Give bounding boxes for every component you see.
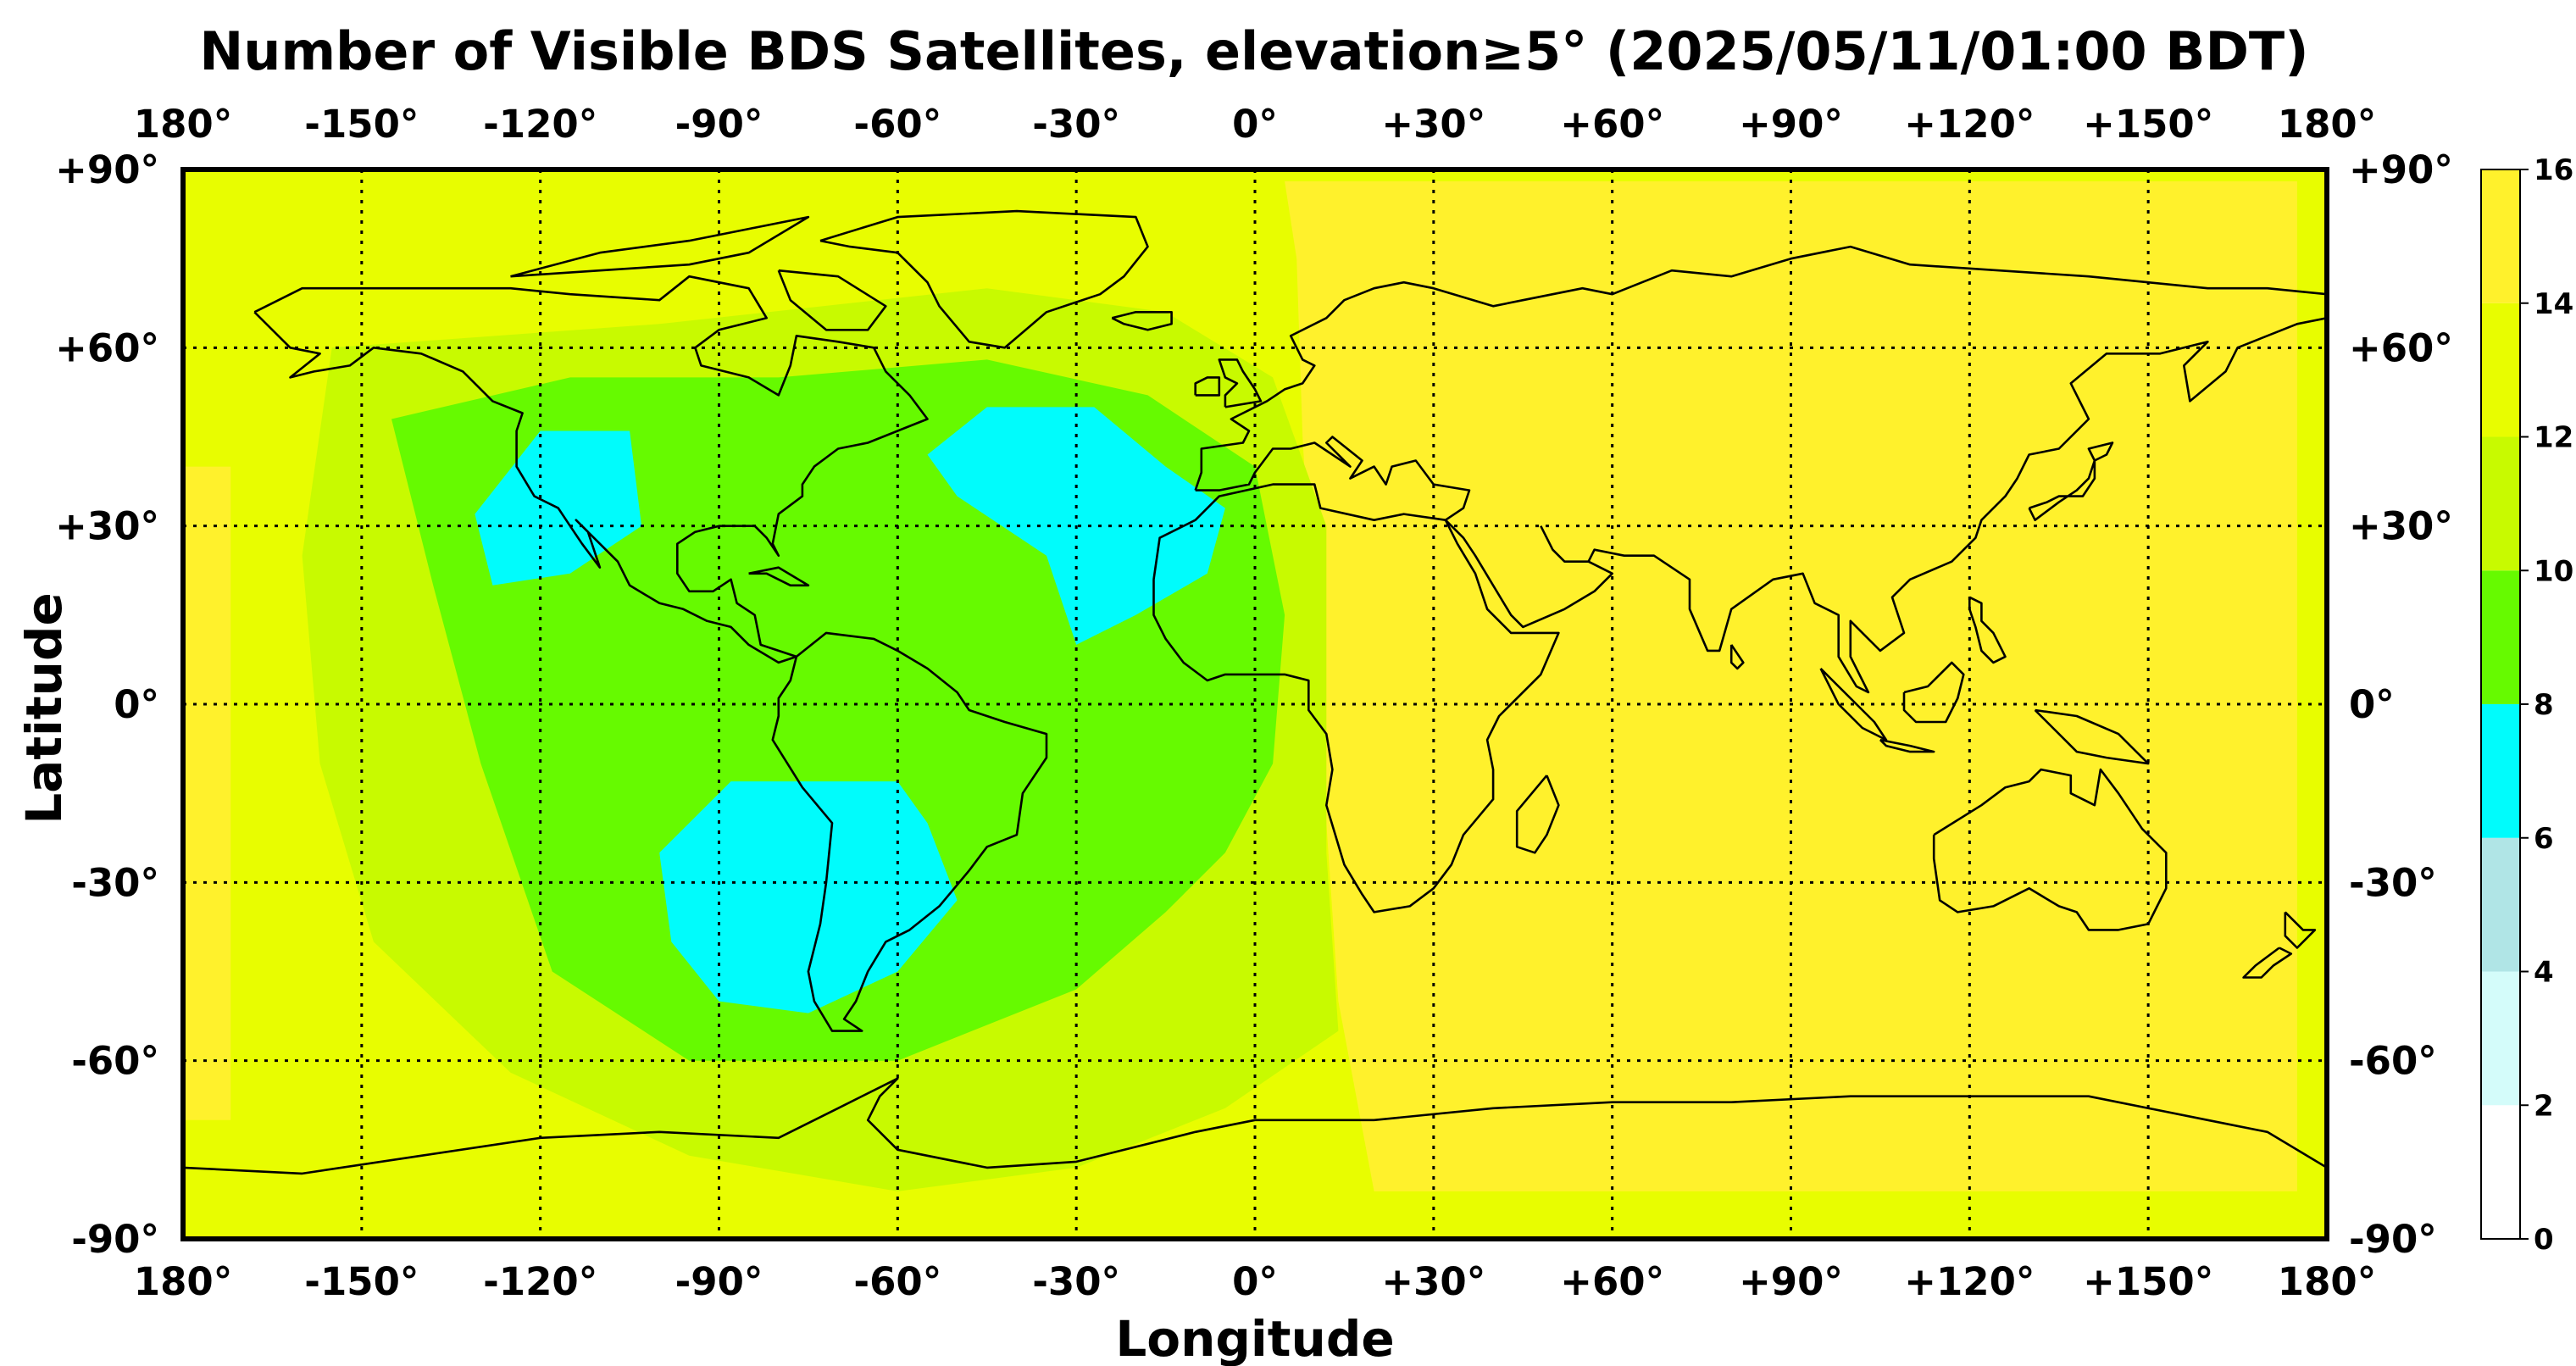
coastline-new-zealand-north — [2284, 911, 2317, 949]
gridlines — [183, 169, 2327, 1239]
lat-tick-label-left: -60° — [71, 1039, 159, 1084]
colorbar-swatch — [2481, 704, 2520, 838]
region-far-west-patch — [183, 466, 231, 1120]
longitude-ticks-top: 180° -150° -120° -90° -60° -30° 0° +30° +60° +90°… — [134, 102, 2376, 147]
lon-tick-label-bottom: +30° — [1381, 1259, 1485, 1304]
lon-tick-label-top: +150° — [2083, 102, 2213, 147]
satellite-count-regions — [183, 169, 2327, 1239]
coastline-new-zealand-south — [2242, 947, 2293, 979]
lon-tick-label-top: +30° — [1381, 102, 1485, 147]
lat-tick-label-left: -30° — [71, 860, 159, 905]
lon-tick-label-bottom: 0° — [1232, 1259, 1278, 1304]
lon-tick-label-bottom: -120° — [483, 1259, 597, 1304]
lon-tick-label-bottom: -150° — [304, 1259, 419, 1304]
lon-tick-label-bottom: +150° — [2083, 1259, 2213, 1304]
colorbar-swatch — [2481, 1105, 2520, 1239]
colorbar-swatch — [2481, 570, 2520, 704]
coastline-australia — [1932, 768, 2168, 931]
y-axis-label: Latitude — [15, 592, 73, 825]
colorbar-tick-label: 0 — [2534, 1223, 2554, 1257]
lat-tick-label-left: +60° — [55, 325, 159, 370]
coastline-cuba — [748, 566, 810, 587]
lon-tick-label-top: -150° — [304, 102, 419, 147]
lat-tick-label-right: -30° — [2349, 860, 2437, 905]
lon-tick-label-top: 180° — [2278, 102, 2376, 147]
lon-tick-label-bottom: +60° — [1560, 1259, 1664, 1304]
chart-title: Number of Visible BDS Satellites, elevat… — [199, 20, 2308, 82]
lat-tick-label-right: 0° — [2349, 682, 2395, 727]
colorbar-tick-label: 4 — [2534, 956, 2554, 990]
coastline-madagascar — [1515, 775, 1560, 854]
colorbar-tick-label: 10 — [2534, 554, 2573, 588]
coastline-arabian-peninsula-inner — [1540, 525, 1589, 564]
coastline-borneo — [1902, 661, 1965, 724]
map-area — [183, 169, 2327, 1239]
latitude-ticks-left: +90° +60° +30° 0° -30° -60° -90° — [55, 147, 159, 1262]
colorbar-tick-label: 14 — [2534, 287, 2573, 321]
coastline-baffin-island — [777, 269, 887, 331]
colorbar: 0 2 4 6 8 10 12 14 16 — [2480, 153, 2573, 1257]
lon-tick-label-top: 180° — [134, 102, 232, 147]
colorbar-swatch — [2481, 971, 2520, 1106]
colorbar-tick-label: 12 — [2534, 421, 2573, 455]
coastline-iceland — [1111, 310, 1173, 331]
colorbar-tick-label: 8 — [2534, 688, 2554, 722]
region-eastern-hemisphere-high — [1285, 181, 2297, 1191]
lat-tick-label-left: 0° — [114, 682, 159, 727]
coastlines — [183, 209, 2327, 1175]
colorbar-tick-label: 2 — [2534, 1089, 2554, 1123]
colorbar-swatch — [2481, 303, 2520, 437]
coastline-java — [1879, 738, 1935, 753]
lon-tick-label-top: -30° — [1032, 102, 1120, 147]
colorbar-swatch — [2481, 837, 2520, 972]
lon-tick-label-top: +60° — [1560, 102, 1664, 147]
lon-tick-label-top: +90° — [1739, 102, 1843, 147]
lon-tick-label-top: -90° — [675, 102, 763, 147]
lat-tick-label-left: -90° — [71, 1217, 159, 1262]
latitude-ticks-right: +90° +60° +30° 0° -30° -60° -90° — [2349, 147, 2453, 1262]
coastline-north-america — [253, 275, 929, 664]
lon-tick-label-top: 0° — [1232, 102, 1278, 147]
coastline-greenland — [819, 209, 1149, 349]
lon-tick-label-top: -120° — [483, 102, 597, 147]
coastline-new-guinea — [2034, 708, 2150, 765]
lat-tick-label-right: +30° — [2349, 504, 2453, 549]
coastline-arctic-islands — [510, 215, 810, 278]
x-axis-label: Longitude — [1115, 1310, 1394, 1366]
lat-tick-label-right: +90° — [2349, 147, 2453, 192]
lat-tick-label-right: -90° — [2349, 1217, 2437, 1262]
lon-tick-label-top: -60° — [853, 102, 941, 147]
lon-tick-label-bottom: 180° — [134, 1259, 232, 1304]
lon-tick-label-bottom: +120° — [1904, 1259, 2035, 1304]
colorbar-swatch — [2481, 436, 2520, 571]
coastline-sumatra — [1819, 667, 1888, 741]
lon-tick-label-top: +120° — [1904, 102, 2035, 147]
coastline-sri-lanka — [1729, 644, 1745, 670]
lon-tick-label-bottom: -90° — [675, 1259, 763, 1304]
lon-tick-label-bottom: +90° — [1739, 1259, 1843, 1304]
lat-tick-label-left: +90° — [55, 147, 159, 192]
lat-tick-label-right: -60° — [2349, 1039, 2437, 1084]
colorbar-tick-label: 16 — [2534, 153, 2573, 187]
lon-tick-label-bottom: 180° — [2278, 1259, 2376, 1304]
coastline-japan — [2028, 441, 2114, 522]
region-south-america-low — [659, 781, 958, 1013]
colorbar-swatch — [2481, 169, 2520, 303]
longitude-ticks-bottom: 180° -150° -120° -90° -60° -30° 0° +30° +60° +90°… — [134, 1259, 2376, 1304]
coastline-africa — [1152, 483, 1560, 913]
lat-tick-label-right: +60° — [2349, 325, 2453, 370]
lat-tick-label-left: +30° — [55, 504, 159, 549]
lon-tick-label-bottom: -60° — [853, 1259, 941, 1304]
coastline-uk — [1218, 358, 1263, 408]
coastline-ireland — [1194, 376, 1221, 397]
coastline-eurasia — [1194, 245, 2327, 694]
coastline-philippines — [1968, 596, 2007, 664]
coastline-south-america — [771, 631, 1048, 1032]
map-frame — [180, 167, 2329, 1241]
lon-tick-label-bottom: -30° — [1032, 1259, 1120, 1304]
colorbar-tick-label: 6 — [2534, 822, 2554, 856]
